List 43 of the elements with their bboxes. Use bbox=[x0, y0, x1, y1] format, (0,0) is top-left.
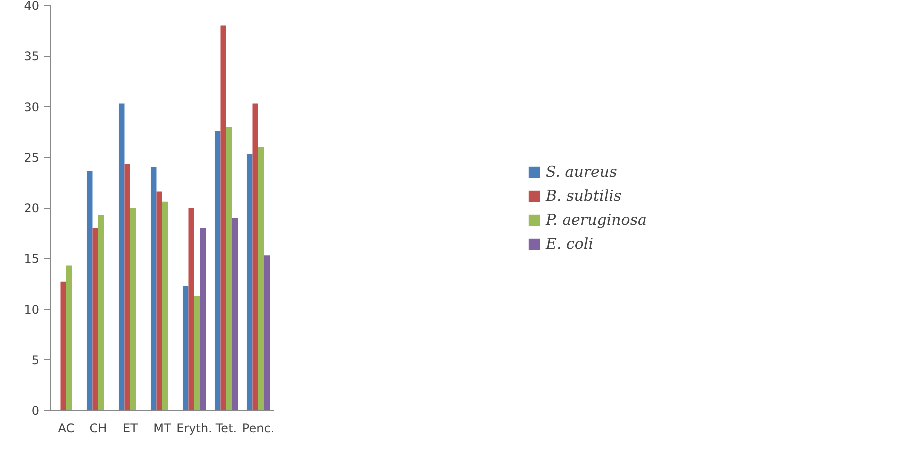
x-tick-label: CH bbox=[90, 422, 108, 436]
bar bbox=[92, 228, 98, 410]
y-tick-label: 25 bbox=[24, 150, 40, 165]
y-tick-label: 15 bbox=[24, 252, 40, 266]
bar bbox=[150, 168, 157, 410]
legend-label: B. subtilis bbox=[546, 186, 622, 204]
y-tick-label: 5 bbox=[32, 353, 40, 368]
bar bbox=[98, 215, 104, 410]
bar bbox=[118, 104, 125, 410]
y-tick-label: 40 bbox=[24, 0, 40, 13]
bar bbox=[86, 172, 93, 410]
bar bbox=[182, 286, 189, 410]
y-tick-label: 10 bbox=[24, 302, 40, 317]
bar bbox=[246, 154, 253, 410]
bar bbox=[214, 131, 221, 410]
bar bbox=[264, 256, 270, 410]
bar bbox=[60, 282, 66, 410]
x-tick-label: Tet. bbox=[214, 422, 238, 436]
bar bbox=[194, 296, 200, 410]
x-tick-label: AC bbox=[58, 422, 75, 436]
bar bbox=[252, 104, 258, 410]
x-tick-label: Penc. bbox=[242, 422, 275, 436]
x-tick-label: ET bbox=[123, 422, 139, 436]
bar bbox=[220, 26, 226, 410]
y-tick-label: 30 bbox=[24, 100, 40, 114]
bar bbox=[162, 202, 168, 410]
x-tick-label: MT bbox=[154, 422, 172, 436]
bar bbox=[130, 208, 136, 410]
legend-label: P. aeruginosa bbox=[546, 210, 647, 228]
bar bbox=[188, 208, 194, 410]
legend-label: E. coli bbox=[546, 234, 594, 252]
y-tick-label: 0 bbox=[32, 404, 40, 418]
bar bbox=[258, 147, 264, 410]
bar bbox=[232, 218, 238, 410]
legend-label: S. aureus bbox=[546, 162, 618, 180]
y-tick-label: 20 bbox=[24, 202, 40, 216]
bar bbox=[66, 266, 72, 410]
bar bbox=[156, 192, 162, 410]
bar bbox=[124, 164, 130, 410]
y-tick-label: 35 bbox=[24, 50, 40, 64]
bar bbox=[226, 127, 232, 410]
bar bbox=[200, 228, 206, 410]
x-tick-label: Eryth. bbox=[176, 422, 212, 436]
